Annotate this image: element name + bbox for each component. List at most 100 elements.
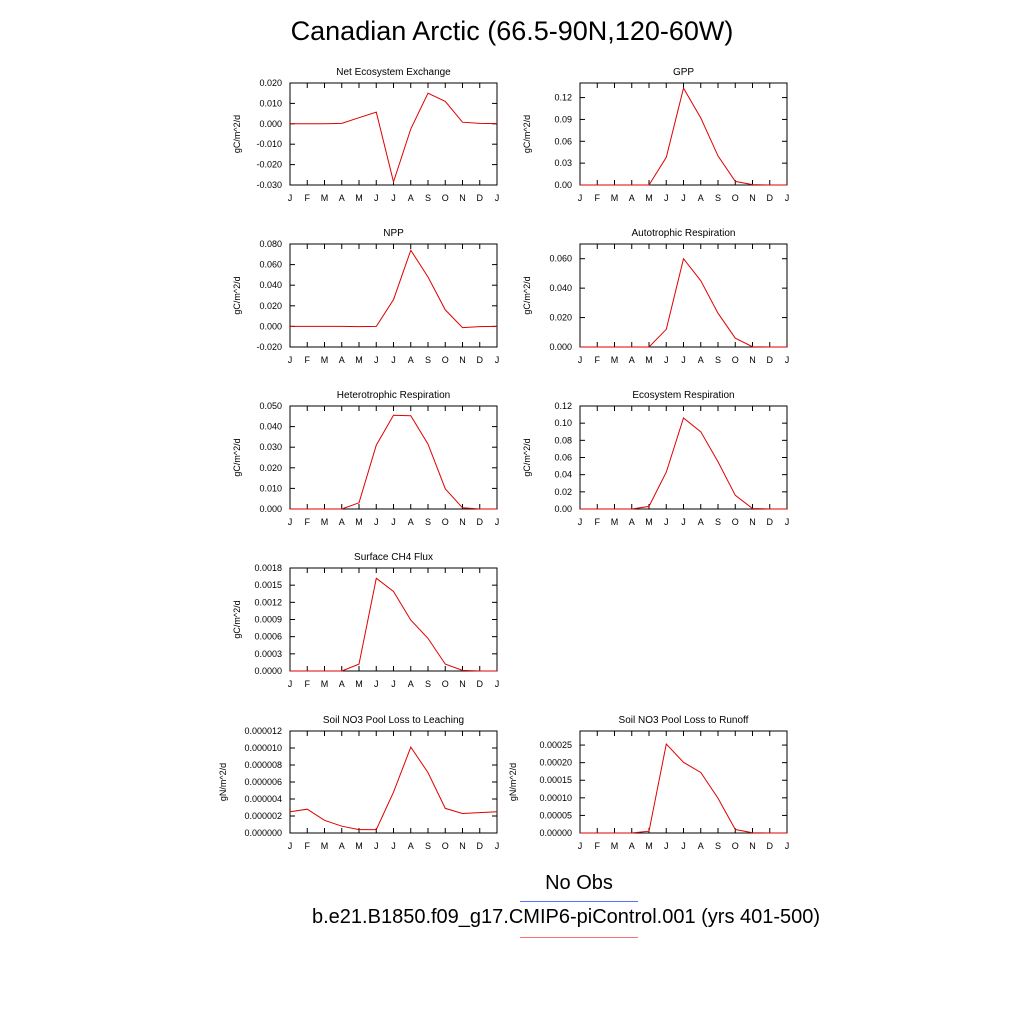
y-tick-label: 0.020 <box>259 301 282 311</box>
x-tick-label: O <box>732 355 739 365</box>
y-tick-label: 0.10 <box>554 418 572 428</box>
y-tick-label: -0.010 <box>256 139 282 149</box>
x-tick-label: N <box>459 355 466 365</box>
page-title: Canadian Arctic (66.5-90N,120-60W) <box>290 16 734 46</box>
x-tick-label: O <box>442 517 449 527</box>
y-tick-label: 0.0015 <box>254 580 282 590</box>
x-tick-label: J <box>785 355 790 365</box>
y-tick-label: 0.030 <box>259 442 282 452</box>
x-tick-label: M <box>321 841 329 851</box>
x-tick-label: M <box>321 193 329 203</box>
x-tick-label: J <box>391 679 396 689</box>
legend-model-swatch <box>520 937 638 938</box>
x-tick-label: D <box>767 193 774 203</box>
y-tick-label: 0.080 <box>259 239 282 249</box>
x-tick-label: J <box>578 517 583 527</box>
x-tick-label: F <box>305 679 311 689</box>
x-tick-label: A <box>339 355 345 365</box>
x-tick-label: F <box>595 841 601 851</box>
y-tick-label: 0.000 <box>259 119 282 129</box>
x-tick-label: J <box>288 679 293 689</box>
x-tick-label: A <box>339 841 345 851</box>
x-tick-label: D <box>477 679 484 689</box>
x-tick-label: D <box>767 355 774 365</box>
x-tick-label: N <box>459 679 466 689</box>
x-tick-label: A <box>629 355 635 365</box>
x-tick-label: J <box>578 841 583 851</box>
x-tick-label: J <box>785 517 790 527</box>
x-tick-label: J <box>288 517 293 527</box>
x-tick-label: J <box>391 193 396 203</box>
x-tick-label: J <box>495 841 500 851</box>
x-tick-label: J <box>681 517 686 527</box>
y-tick-label: 0.000 <box>549 342 572 352</box>
x-tick-label: A <box>629 517 635 527</box>
series-line <box>580 417 787 510</box>
y-tick-label: 0.09 <box>554 114 572 124</box>
y-tick-label: 0.060 <box>549 254 572 264</box>
x-tick-label: O <box>732 517 739 527</box>
y-axis-label: gC/m^2/d <box>232 276 242 314</box>
x-tick-label: M <box>321 355 329 365</box>
x-tick-label: J <box>374 679 379 689</box>
x-tick-label: M <box>321 517 329 527</box>
x-tick-label: J <box>288 193 293 203</box>
x-tick-label: M <box>611 355 619 365</box>
x-tick-label: J <box>374 841 379 851</box>
x-tick-label: F <box>305 193 311 203</box>
series-line <box>290 92 498 184</box>
legend-model-label: b.e21.B1850.f09_g17.CMIP6-piControl.001 … <box>312 906 821 928</box>
x-tick-label: J <box>681 193 686 203</box>
plot-frame <box>579 730 788 834</box>
x-tick-label: A <box>629 193 635 203</box>
y-tick-label: 0.010 <box>259 98 282 108</box>
x-tick-label: M <box>611 517 619 527</box>
x-tick-label: D <box>767 517 774 527</box>
y-axis-label: gC/m^2/d <box>522 438 532 476</box>
x-tick-label: F <box>595 193 601 203</box>
x-tick-label: N <box>749 355 756 365</box>
y-tick-label: 0.000010 <box>244 743 282 753</box>
x-tick-label: J <box>391 355 396 365</box>
x-tick-label: M <box>645 841 653 851</box>
x-tick-label: O <box>732 841 739 851</box>
x-tick-label: A <box>339 517 345 527</box>
x-tick-label: J <box>578 355 583 365</box>
series-line <box>289 746 498 831</box>
y-axis-label: gC/m^2/d <box>522 276 532 314</box>
x-tick-label: J <box>374 517 379 527</box>
y-tick-label: 0.0006 <box>254 632 282 642</box>
y-axis-label: gN/m^2/d <box>218 763 228 801</box>
x-tick-label: A <box>408 841 414 851</box>
x-tick-label: D <box>477 841 484 851</box>
x-tick-label: F <box>595 517 601 527</box>
y-tick-label: 0.00025 <box>539 740 572 750</box>
chart-title: Soil NO3 Pool Loss to Runoff <box>619 715 749 726</box>
y-tick-label: 0.0000 <box>254 666 282 676</box>
x-tick-label: N <box>459 517 466 527</box>
x-tick-label: S <box>425 841 431 851</box>
series-line <box>290 577 497 672</box>
x-tick-label: A <box>698 517 704 527</box>
y-tick-label: 0.000 <box>259 504 282 514</box>
plot-frame <box>289 82 498 186</box>
legend-obs-label: No Obs <box>545 872 613 894</box>
x-tick-label: F <box>595 355 601 365</box>
chart-title: Autotrophic Respiration <box>632 228 736 239</box>
plot-frame <box>289 567 498 672</box>
series-line <box>580 257 787 348</box>
x-tick-label: J <box>664 355 669 365</box>
legend-obs-swatch <box>520 901 638 902</box>
x-tick-label: M <box>355 517 363 527</box>
y-axis-label: gC/m^2/d <box>232 438 242 476</box>
series-line <box>290 414 497 510</box>
y-tick-label: 0.000006 <box>244 777 282 787</box>
x-tick-label: A <box>408 517 414 527</box>
y-tick-label: 0.000004 <box>244 794 282 804</box>
